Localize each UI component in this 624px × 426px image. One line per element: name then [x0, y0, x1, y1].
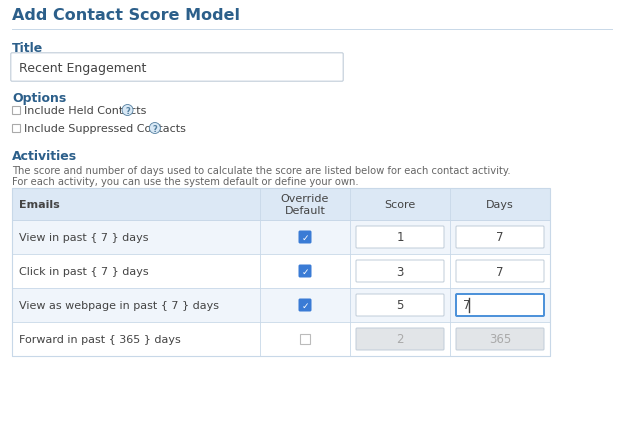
FancyBboxPatch shape — [298, 231, 311, 244]
Text: Activities: Activities — [12, 150, 77, 163]
Bar — [12, 254, 550, 288]
Text: Include Suppressed Contacts: Include Suppressed Contacts — [24, 124, 186, 134]
FancyBboxPatch shape — [456, 328, 544, 350]
FancyBboxPatch shape — [456, 294, 544, 316]
Text: 5: 5 — [396, 299, 404, 312]
Text: 2: 2 — [396, 333, 404, 345]
Text: 7: 7 — [496, 265, 504, 278]
Text: ✓: ✓ — [301, 301, 309, 310]
Circle shape — [149, 123, 160, 134]
FancyBboxPatch shape — [298, 299, 311, 312]
Text: View as webpage in past { 7 } days: View as webpage in past { 7 } days — [19, 300, 219, 310]
Text: 365: 365 — [489, 333, 511, 345]
FancyBboxPatch shape — [456, 227, 544, 248]
Text: Override
Default: Override Default — [281, 194, 329, 215]
FancyBboxPatch shape — [356, 260, 444, 282]
Text: Add Contact Score Model: Add Contact Score Model — [12, 8, 240, 23]
Bar — [12, 189, 550, 221]
FancyBboxPatch shape — [298, 265, 311, 278]
Bar — [12, 189, 550, 356]
Text: View in past { 7 } days: View in past { 7 } days — [19, 233, 149, 242]
Text: 7: 7 — [496, 231, 504, 244]
FancyBboxPatch shape — [356, 227, 444, 248]
Text: The score and number of days used to calculate the score are listed below for ea: The score and number of days used to cal… — [12, 166, 510, 176]
Bar — [300, 334, 310, 344]
Text: 7: 7 — [463, 299, 470, 312]
Text: ✓: ✓ — [301, 267, 309, 276]
FancyBboxPatch shape — [356, 294, 444, 316]
Text: Forward in past { 365 } days: Forward in past { 365 } days — [19, 334, 181, 344]
Text: Days: Days — [486, 199, 514, 210]
Bar — [12, 322, 550, 356]
Text: 3: 3 — [396, 265, 404, 278]
Text: ?: ? — [152, 124, 157, 133]
Text: 1: 1 — [396, 231, 404, 244]
Bar — [12, 288, 550, 322]
Text: Click in past { 7 } days: Click in past { 7 } days — [19, 266, 149, 276]
Text: Title: Title — [12, 42, 43, 55]
Text: Options: Options — [12, 92, 66, 105]
Text: Emails: Emails — [19, 199, 60, 210]
FancyBboxPatch shape — [456, 260, 544, 282]
Text: For each activity, you can use the system default or define your own.: For each activity, you can use the syste… — [12, 177, 359, 187]
FancyBboxPatch shape — [356, 328, 444, 350]
Circle shape — [122, 105, 133, 116]
Text: Score: Score — [384, 199, 416, 210]
Text: ?: ? — [125, 106, 130, 115]
Text: ✓: ✓ — [301, 233, 309, 242]
Bar — [12, 125, 20, 132]
FancyBboxPatch shape — [11, 54, 343, 82]
Bar — [12, 221, 550, 254]
Text: Recent Engagement: Recent Engagement — [19, 62, 147, 75]
Bar — [12, 107, 20, 115]
Text: Include Held Contacts: Include Held Contacts — [24, 106, 147, 116]
